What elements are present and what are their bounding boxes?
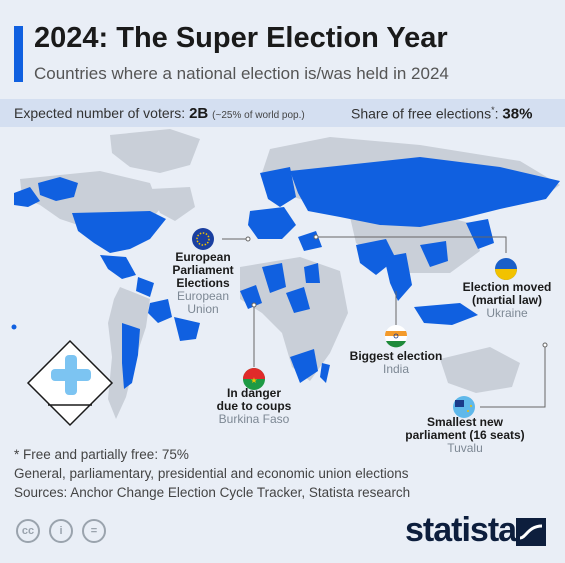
free-elections-stat: Share of free elections*: 38% <box>351 105 532 123</box>
footnote-free: * Free and partially free: 75% <box>14 447 189 462</box>
voters-note: (~25% of world pop.) <box>212 110 305 121</box>
burkina-label-1: In danger <box>226 386 281 400</box>
europe <box>248 207 296 239</box>
tuvalu-leader <box>480 347 546 408</box>
south-africa <box>290 349 318 383</box>
chad <box>286 287 310 313</box>
indonesia <box>414 303 478 325</box>
west-africa <box>240 285 262 309</box>
stats-band: Expected number of voters: 2B (~25% of w… <box>0 99 565 127</box>
india <box>384 253 412 301</box>
caribbean-island <box>156 315 160 319</box>
callout-india: Biggest election India <box>336 350 456 376</box>
leader-dots <box>245 234 548 348</box>
brazil-east <box>174 317 200 341</box>
eu-label-3: Elections <box>176 276 230 290</box>
eu-country-1: European <box>176 289 230 303</box>
alaska <box>38 177 78 201</box>
world-map: ★ <box>11 129 560 427</box>
taiwan-region <box>420 241 448 267</box>
ukraine-flag-icon <box>495 258 517 280</box>
page-subtitle: Countries where a national election is/w… <box>34 64 449 83</box>
mexico <box>100 255 136 279</box>
footnote-types: General, parliamentary, presidential and… <box>14 466 409 481</box>
voters-label: Expected number of voters: <box>14 105 186 121</box>
callout-burkina: In danger due to coups Burkina Faso <box>204 387 304 426</box>
ukraine-label-1: Election moved <box>462 280 552 294</box>
burkina-flag-icon: ★ <box>243 368 265 390</box>
page-title: 2024: The Super Election Year <box>34 22 448 54</box>
india-label: Biggest election <box>349 349 443 363</box>
eu-label-2: Parliament <box>172 263 234 277</box>
no-derivatives-icon[interactable]: = <box>82 519 106 543</box>
land-election <box>11 157 560 407</box>
statista-logo-mark-icon <box>516 518 546 546</box>
tuvalu-label-2: parliament (16 seats) <box>405 428 525 442</box>
algeria <box>262 263 286 293</box>
venezuela <box>148 299 172 323</box>
free-colon: : <box>494 105 499 122</box>
eu-label-1: European <box>175 250 231 264</box>
callout-eu: European Parliament Elections European U… <box>162 251 244 316</box>
alaska-west <box>14 187 40 207</box>
eu-country-2: Union <box>187 302 219 316</box>
pakistan <box>356 239 396 275</box>
india-country: India <box>382 362 410 376</box>
pacific-island <box>11 324 17 330</box>
burkina-country: Burkina Faso <box>218 412 290 426</box>
svg-text:★: ★ <box>250 376 257 385</box>
tuvalu-label-1: Smallest new <box>426 415 504 429</box>
iran <box>298 231 322 251</box>
callout-ukraine: Election moved (martial law) Ukraine <box>460 281 554 320</box>
egypt <box>304 263 320 283</box>
callout-tuvalu: Smallest new parliament (16 seats) Tuval… <box>394 416 536 455</box>
ukraine-leader <box>316 236 507 253</box>
tuvalu-flag-icon <box>453 396 475 418</box>
footnote-sources: Sources: Anchor Change Election Cycle Tr… <box>14 485 411 500</box>
japan <box>466 219 494 249</box>
free-value: 38% <box>502 105 533 123</box>
central-america <box>136 277 154 297</box>
voters-stat: Expected number of voters: 2B (~25% of w… <box>14 105 305 122</box>
voters-value: 2B <box>189 105 209 122</box>
free-label: Share of free elections <box>351 105 492 122</box>
madagascar <box>320 363 330 383</box>
eu-flag-icon <box>192 228 214 250</box>
attribution-icon[interactable]: i <box>49 519 73 543</box>
usa <box>72 211 166 253</box>
ballot-box-icon <box>26 339 114 427</box>
finland <box>260 167 296 207</box>
statista-logo[interactable]: statista <box>405 511 517 549</box>
free-marker: * <box>491 105 495 115</box>
ukraine-country: Ukraine <box>486 306 528 320</box>
cc-license-icon[interactable]: cc <box>16 519 40 543</box>
chile <box>122 323 140 389</box>
india-flag-icon <box>384 325 408 348</box>
title-accent-bar <box>14 26 23 82</box>
ukraine-label-2: (martial law) <box>471 293 543 307</box>
leader-lines <box>222 236 546 408</box>
russia <box>290 157 560 227</box>
burkina-label-2: due to coups <box>216 399 292 413</box>
tuvalu-country: Tuvalu <box>447 441 483 455</box>
